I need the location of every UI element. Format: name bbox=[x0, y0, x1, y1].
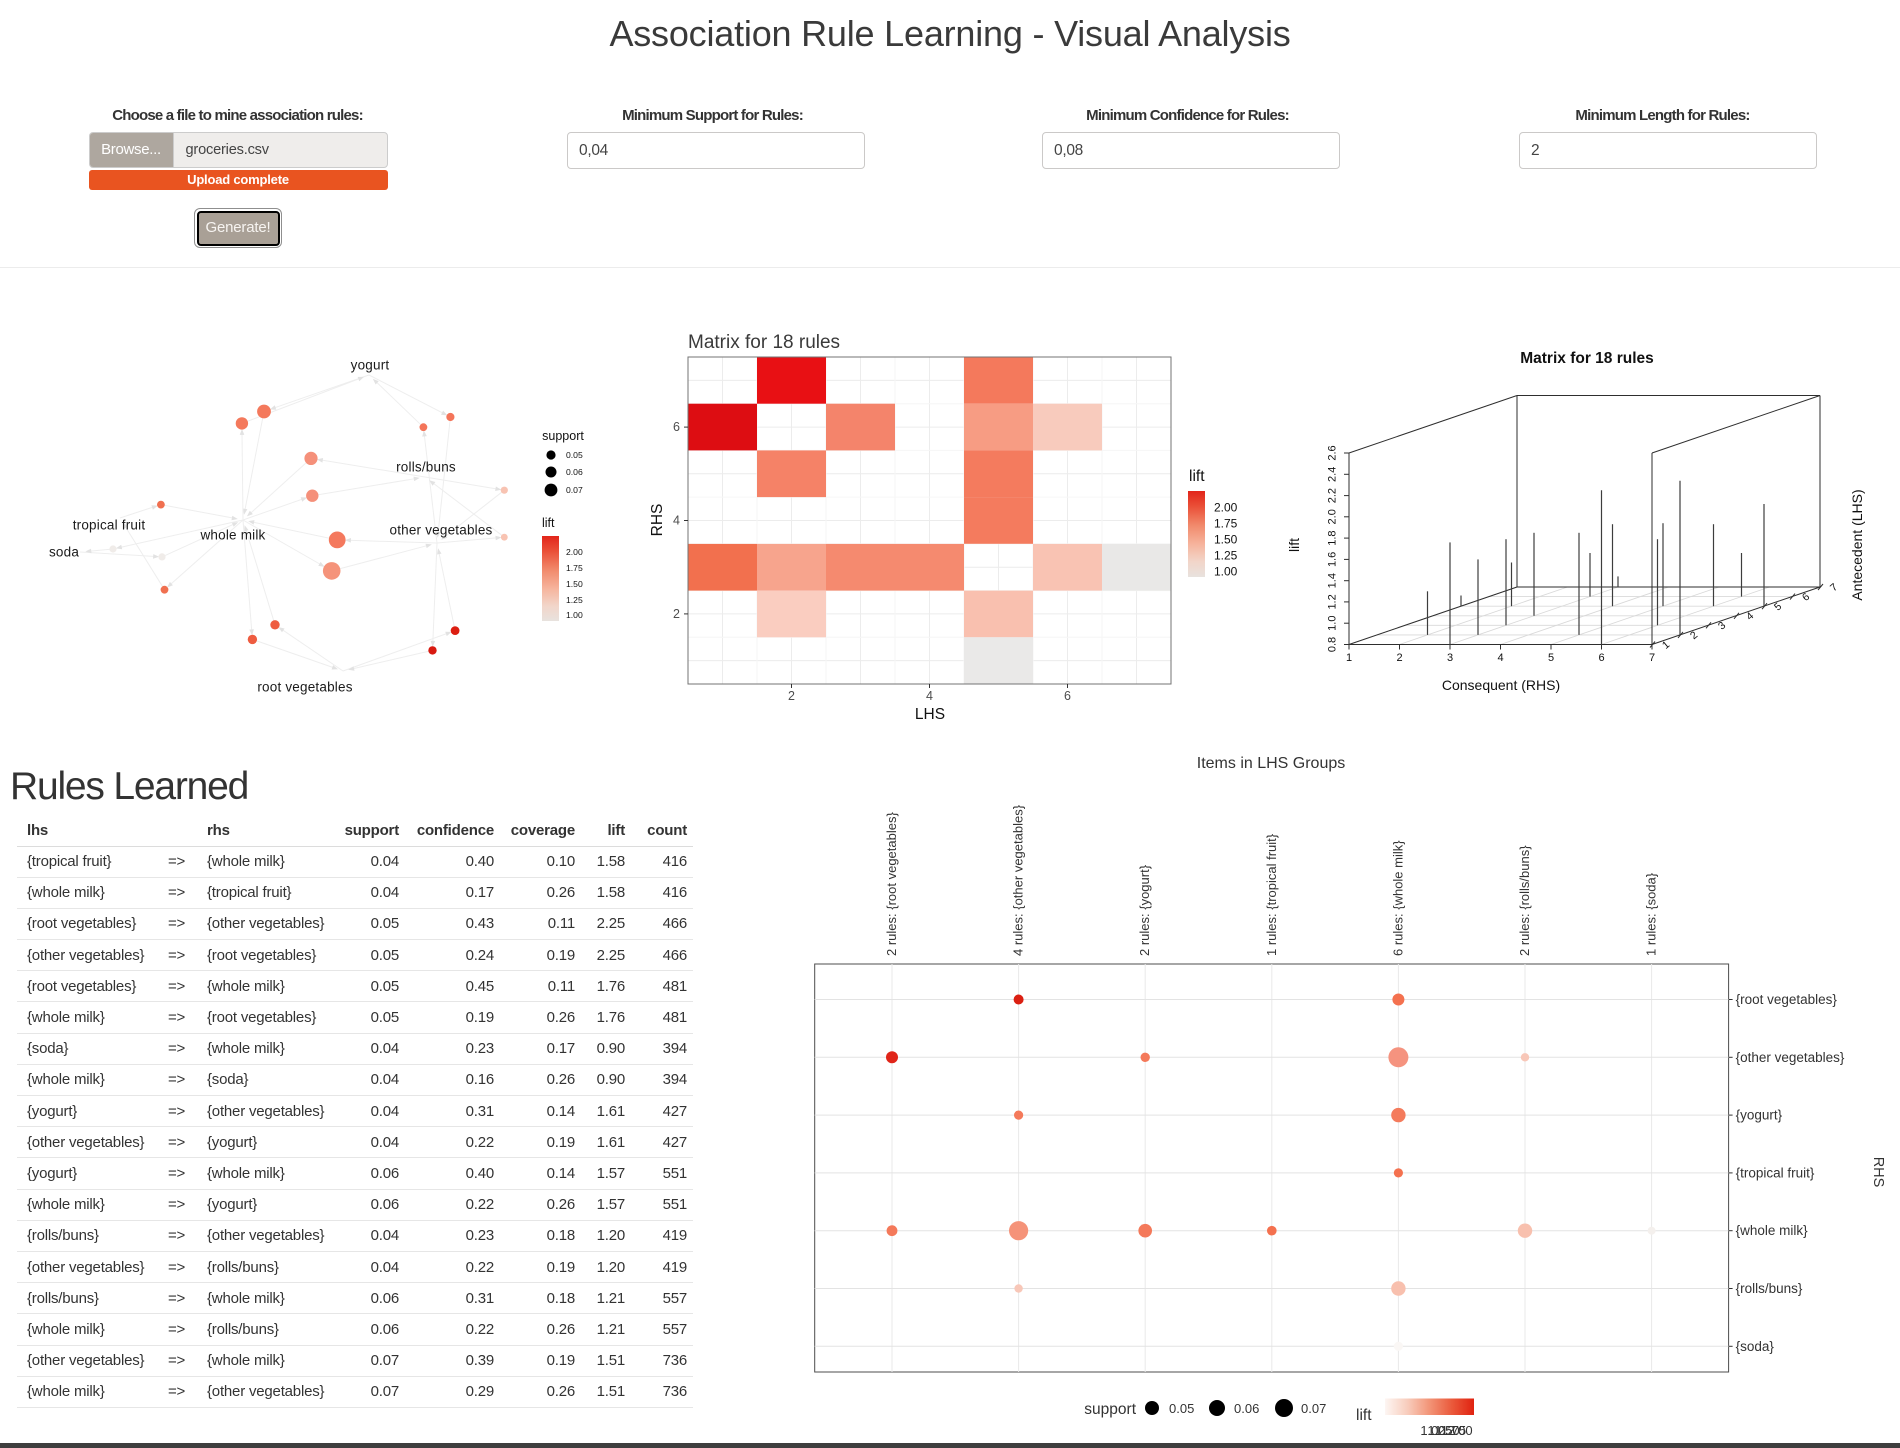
svg-text:rolls/buns: rolls/buns bbox=[396, 460, 456, 475]
svg-text:1.75: 1.75 bbox=[1214, 517, 1238, 531]
svg-text:1.75: 1.75 bbox=[1441, 1423, 1466, 1438]
svg-text:3: 3 bbox=[1716, 619, 1728, 632]
svg-text:1.25: 1.25 bbox=[1214, 549, 1238, 563]
svg-text:{whole milk}: {whole milk} bbox=[1736, 1223, 1809, 1238]
svg-text:root vegetables: root vegetables bbox=[257, 680, 352, 695]
svg-text:RHS: RHS bbox=[649, 504, 666, 537]
svg-text:2 rules: {rolls/buns}: 2 rules: {rolls/buns} bbox=[1517, 845, 1532, 956]
svg-text:1.2: 1.2 bbox=[1327, 594, 1339, 609]
svg-text:4: 4 bbox=[1744, 610, 1756, 623]
svg-text:2.0: 2.0 bbox=[1327, 509, 1339, 524]
svg-text:7: 7 bbox=[1828, 581, 1840, 594]
svg-text:support: support bbox=[1084, 1401, 1136, 1418]
svg-text:soda: soda bbox=[49, 545, 79, 560]
svg-text:1: 1 bbox=[1346, 652, 1352, 664]
svg-text:0.06: 0.06 bbox=[1234, 1401, 1259, 1416]
svg-text:{root vegetables}: {root vegetables} bbox=[1736, 992, 1838, 1007]
svg-text:1: 1 bbox=[1660, 639, 1672, 652]
svg-text:tropical fruit: tropical fruit bbox=[73, 518, 146, 533]
svg-text:4: 4 bbox=[1497, 652, 1503, 664]
svg-text:2: 2 bbox=[1396, 652, 1402, 664]
svg-text:5: 5 bbox=[1548, 652, 1554, 664]
svg-text:Matrix for 18 rules: Matrix for 18 rules bbox=[688, 332, 840, 353]
svg-text:2.00: 2.00 bbox=[1214, 501, 1238, 515]
svg-text:{yogurt}: {yogurt} bbox=[1736, 1108, 1783, 1123]
svg-text:0.07: 0.07 bbox=[566, 485, 583, 495]
svg-text:RHS: RHS bbox=[1870, 1157, 1886, 1188]
svg-text:{rolls/buns}: {rolls/buns} bbox=[1736, 1281, 1803, 1296]
svg-text:{tropical fruit}: {tropical fruit} bbox=[1736, 1165, 1815, 1180]
svg-text:{other vegetables}: {other vegetables} bbox=[1736, 1050, 1845, 1065]
svg-text:2 rules: {root vegetables}: 2 rules: {root vegetables} bbox=[884, 812, 899, 956]
svg-text:0.05: 0.05 bbox=[566, 450, 583, 460]
svg-text:1 rules: {tropical fruit}: 1 rules: {tropical fruit} bbox=[1264, 833, 1279, 956]
svg-text:0.06: 0.06 bbox=[566, 467, 583, 477]
svg-text:6: 6 bbox=[1800, 591, 1812, 604]
svg-text:2.00: 2.00 bbox=[1447, 1423, 1472, 1438]
svg-text:2.2: 2.2 bbox=[1327, 488, 1339, 503]
svg-text:1.6: 1.6 bbox=[1327, 552, 1339, 567]
svg-text:1.8: 1.8 bbox=[1327, 530, 1339, 545]
svg-text:0.05: 0.05 bbox=[1169, 1401, 1194, 1416]
svg-text:lift: lift bbox=[1189, 468, 1205, 485]
svg-text:1.50: 1.50 bbox=[1214, 533, 1238, 547]
svg-text:0.07: 0.07 bbox=[1301, 1401, 1326, 1416]
svg-text:5: 5 bbox=[1772, 600, 1784, 613]
svg-text:Matrix for 18 rules: Matrix for 18 rules bbox=[1520, 350, 1654, 367]
svg-text:whole milk: whole milk bbox=[199, 528, 265, 543]
svg-text:4: 4 bbox=[926, 689, 933, 703]
svg-text:1 rules: {soda}: 1 rules: {soda} bbox=[1644, 872, 1659, 956]
svg-text:6 rules: {whole milk}: 6 rules: {whole milk} bbox=[1390, 840, 1405, 956]
svg-text:lift: lift bbox=[1356, 1407, 1372, 1424]
svg-text:2.4: 2.4 bbox=[1327, 467, 1339, 482]
svg-text:6: 6 bbox=[1064, 689, 1071, 703]
svg-text:Consequent (RHS): Consequent (RHS) bbox=[1442, 677, 1560, 693]
svg-text:yogurt: yogurt bbox=[351, 358, 390, 373]
svg-text:1.4: 1.4 bbox=[1327, 573, 1339, 588]
svg-text:1.25: 1.25 bbox=[1427, 1423, 1452, 1438]
svg-text:1.0: 1.0 bbox=[1327, 616, 1339, 631]
svg-text:6: 6 bbox=[673, 420, 680, 434]
svg-text:7: 7 bbox=[1649, 652, 1655, 664]
svg-text:1.75: 1.75 bbox=[566, 563, 583, 573]
svg-text:2.6: 2.6 bbox=[1327, 445, 1339, 460]
svg-text:2: 2 bbox=[673, 607, 680, 621]
svg-text:Items in LHS Groups: Items in LHS Groups bbox=[1197, 755, 1346, 772]
svg-text:2 rules: {yogurt}: 2 rules: {yogurt} bbox=[1137, 864, 1152, 956]
svg-text:2: 2 bbox=[1688, 629, 1700, 642]
svg-text:support: support bbox=[542, 429, 584, 443]
svg-text:other vegetables: other vegetables bbox=[389, 523, 492, 538]
svg-text:6: 6 bbox=[1598, 652, 1604, 664]
svg-text:4 rules: {other vegetables}: 4 rules: {other vegetables} bbox=[1011, 804, 1026, 956]
svg-text:1.00: 1.00 bbox=[1214, 564, 1238, 578]
svg-text:2.00: 2.00 bbox=[566, 547, 583, 557]
svg-text:4: 4 bbox=[673, 514, 680, 528]
svg-text:lift: lift bbox=[542, 516, 555, 530]
svg-text:1.50: 1.50 bbox=[1434, 1423, 1459, 1438]
svg-text:lift: lift bbox=[1286, 538, 1302, 552]
svg-text:LHS: LHS bbox=[915, 706, 945, 723]
svg-text:1.25: 1.25 bbox=[566, 595, 583, 605]
svg-text:1.00: 1.00 bbox=[566, 610, 583, 620]
svg-text:Antecedent (LHS): Antecedent (LHS) bbox=[1849, 489, 1865, 600]
svg-text:1.50: 1.50 bbox=[566, 579, 583, 589]
svg-text:0.8: 0.8 bbox=[1327, 637, 1339, 652]
svg-text:1.00: 1.00 bbox=[1420, 1423, 1445, 1438]
svg-text:2: 2 bbox=[788, 689, 795, 703]
svg-text:3: 3 bbox=[1447, 652, 1453, 664]
svg-text:{soda}: {soda} bbox=[1736, 1339, 1775, 1354]
